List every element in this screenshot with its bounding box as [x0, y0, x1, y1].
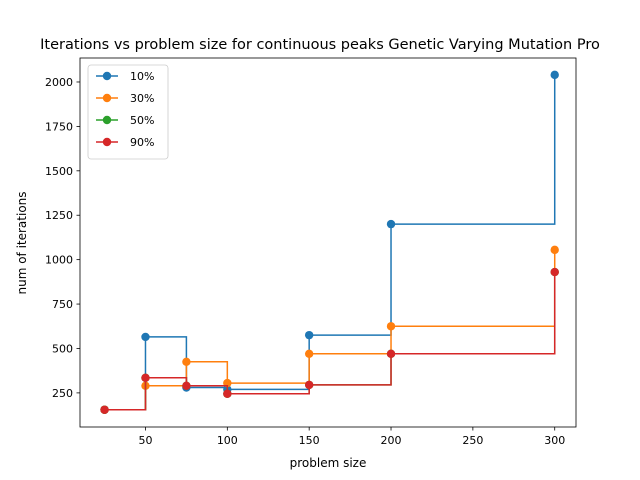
legend-item: 90% [96, 136, 154, 149]
x-tick-label: 50 [138, 434, 152, 447]
y-axis: 250 500 750 1000 1250 1500 1750 2000 [45, 76, 80, 400]
y-tick-label: 250 [52, 387, 73, 400]
y-tick-label: 1000 [45, 254, 73, 267]
legend-label: 50% [130, 114, 154, 127]
legend: 10% 30% 50% 90% [87, 64, 169, 160]
x-tick-label: 150 [299, 434, 320, 447]
series-0 [100, 70, 559, 414]
data-point [386, 219, 396, 229]
legend-item: 30% [96, 92, 154, 105]
y-axis-label: num of iterations [15, 191, 29, 294]
data-point [550, 267, 559, 277]
data-point [223, 389, 232, 398]
y-tick-label: 750 [52, 298, 73, 311]
data-point [182, 381, 191, 390]
chart-title: Iterations vs problem size for continuou… [40, 37, 600, 53]
legend-label: 30% [130, 92, 154, 105]
legend-label: 10% [130, 70, 154, 83]
legend-marker [102, 93, 112, 103]
series-3 [100, 267, 559, 414]
series-2 [100, 267, 559, 414]
legend-marker [102, 137, 112, 147]
x-tick-label: 250 [462, 434, 483, 447]
legend-item: 50% [96, 114, 154, 127]
legend-label: 90% [130, 136, 154, 149]
legend-item: 10% [96, 70, 154, 83]
data-point [386, 349, 396, 359]
data-point [304, 330, 314, 340]
y-tick-label: 1500 [45, 165, 73, 178]
x-tick-label: 300 [544, 434, 565, 447]
x-axis: 50 100 150 200 250 300 [138, 427, 565, 447]
data-point [141, 373, 150, 382]
x-axis-label: problem size [290, 456, 367, 470]
data-point [304, 349, 314, 359]
y-tick-label: 500 [52, 342, 73, 355]
legend-marker [102, 115, 112, 125]
data-point [182, 357, 191, 366]
legend-box [87, 64, 169, 160]
series-line [104, 249, 556, 411]
data-point [141, 332, 150, 342]
series-line [104, 272, 556, 411]
series-1 [100, 245, 559, 414]
series-line [104, 74, 556, 411]
data-point [100, 405, 109, 414]
x-tick-label: 100 [217, 434, 238, 447]
data-point [304, 380, 314, 390]
plot-area [79, 57, 577, 428]
y-tick-label: 2000 [45, 76, 73, 89]
series-line [104, 272, 556, 411]
data-point [550, 245, 559, 255]
data-point [386, 322, 396, 331]
axes-frame [79, 57, 577, 428]
data-point [550, 70, 559, 80]
y-tick-label: 1750 [45, 120, 73, 133]
y-tick-label: 1250 [45, 209, 73, 222]
legend-marker [102, 71, 112, 81]
x-tick-label: 200 [381, 434, 402, 447]
